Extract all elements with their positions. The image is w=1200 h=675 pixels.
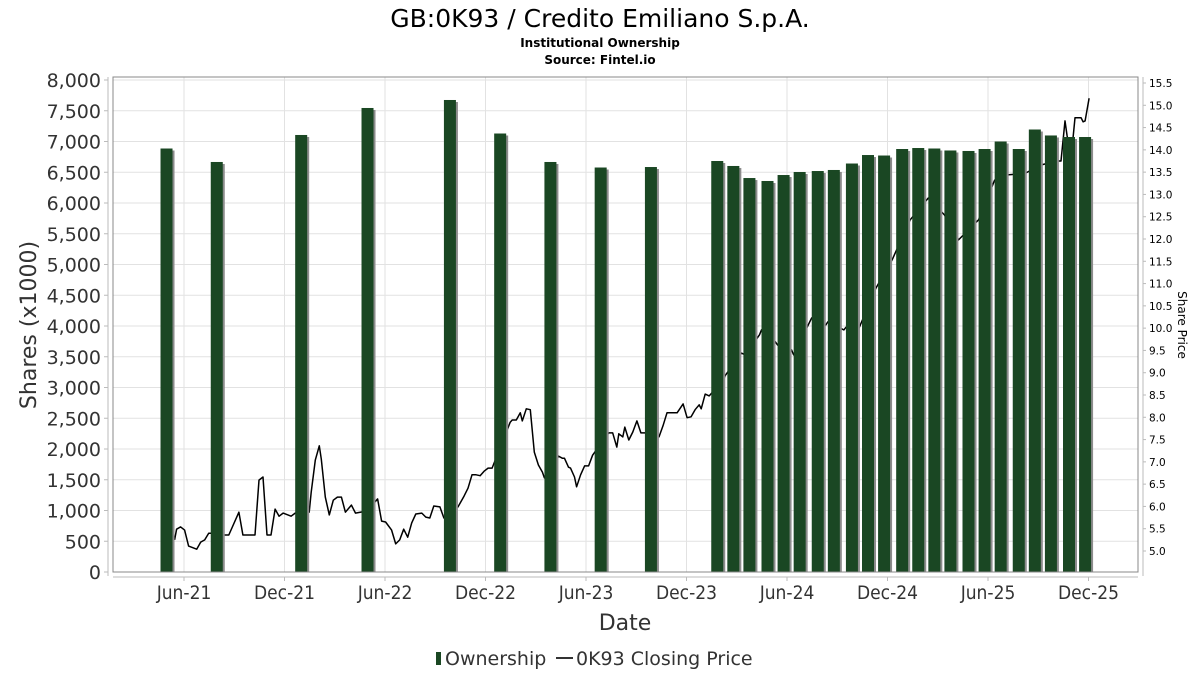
left-tick-label: 6,500 (47, 162, 101, 184)
ownership-bar (862, 155, 875, 572)
right-tick-label: 13.5 (1149, 167, 1172, 179)
chart-source: Source: Fintel.io (544, 53, 655, 67)
ownership-bar (711, 160, 724, 573)
right-tick-label: 9.5 (1149, 345, 1166, 357)
right-tick-label: 5.5 (1149, 524, 1166, 536)
left-tick-label: 500 (65, 531, 101, 553)
legend-price-label: 0K93 Closing Price (576, 648, 753, 670)
plot-area-frame (112, 76, 1139, 573)
chart-subtitle: Institutional Ownership (520, 36, 680, 50)
left-tick-label: 1,500 (47, 470, 101, 492)
x-tick-label: Jun-22 (357, 582, 413, 604)
left-tick-label: 5,500 (47, 224, 101, 246)
right-tick-label: 5.0 (1149, 546, 1166, 558)
ownership-bar (295, 134, 308, 572)
y2-axis-label: Share Price (1175, 291, 1189, 359)
right-tick-label: 12.5 (1149, 212, 1172, 224)
right-tick-label: 6.0 (1149, 501, 1166, 513)
ownership-bar (827, 169, 840, 573)
right-tick-label: 8.5 (1149, 390, 1166, 402)
ownership-bar (896, 149, 909, 573)
left-axis-ticks: 0 500 1,000 1,500 2,000 2,500 3,000 3,500 4,000 4… (47, 70, 108, 584)
left-tick-label: 6,000 (47, 193, 101, 215)
right-tick-label: 13.0 (1149, 189, 1172, 201)
y-axis-label: Shares (x1000) (17, 241, 42, 409)
x-tick-label: Jun-25 (960, 582, 1016, 604)
ownership-bars-front (160, 99, 1094, 573)
ownership-bar (361, 107, 374, 573)
legend: Ownership 0K93 Closing Price (436, 648, 753, 670)
ownership-bar (962, 150, 975, 572)
x-tick-label: Dec-25 (1058, 582, 1119, 604)
x-tick-label: Dec-22 (455, 582, 516, 604)
ownership-bar (743, 178, 756, 572)
ownership-bar (443, 99, 456, 573)
chart-title: GB:0K93 / Credito Emiliano S.p.A. (390, 4, 809, 33)
x-axis-label: Date (599, 611, 652, 636)
right-tick-label: 7.0 (1149, 457, 1166, 469)
right-tick-label: 10.0 (1149, 323, 1172, 335)
x-tick-label: Dec-21 (254, 582, 315, 604)
ownership-bar (845, 163, 858, 572)
left-tick-label: 4,500 (47, 285, 101, 307)
ownership-bar (928, 148, 941, 573)
left-tick-label: 3,000 (47, 378, 101, 400)
right-tick-label: 11.5 (1149, 256, 1172, 268)
left-tick-label: 5,000 (47, 255, 101, 277)
x-tick-label: Dec-23 (656, 582, 717, 604)
ownership-bar (494, 133, 507, 572)
left-tick-label: 1,000 (47, 501, 101, 523)
left-tick-label: 4,000 (47, 316, 101, 338)
x-tick-label: Dec-24 (857, 582, 918, 604)
right-tick-label: 8.0 (1149, 412, 1166, 424)
left-tick-label: 7,000 (47, 132, 101, 154)
ownership-bar (994, 141, 1007, 572)
right-tick-label: 10.5 (1149, 301, 1172, 313)
left-tick-label: 7,500 (47, 101, 101, 123)
x-tick-label: Jun-23 (558, 582, 614, 604)
ownership-bar (761, 180, 774, 572)
ownership-bar (912, 148, 925, 573)
ownership-bar (878, 155, 891, 572)
ownership-bar (1044, 135, 1057, 572)
ownership-bar (978, 149, 991, 573)
right-axis-ticks: 5.0 5.5 6.0 6.5 7.0 7.5 8.0 8.5 9.0 9.5 10.0 10.5 11… (1143, 78, 1172, 558)
right-tick-label: 9.0 (1149, 368, 1166, 380)
ownership-bar (1063, 137, 1076, 572)
x-tick-label: Jun-21 (156, 582, 212, 604)
right-tick-label: 15.5 (1149, 78, 1172, 90)
right-tick-label: 12.0 (1149, 234, 1172, 246)
ownership-bar (793, 172, 806, 572)
right-tick-label: 7.5 (1149, 435, 1166, 447)
ownership-bar (544, 161, 557, 573)
ownership-bar (210, 161, 223, 573)
ownership-bar (1012, 149, 1025, 573)
x-tick-label: Jun-24 (759, 582, 815, 604)
left-tick-label: 8,000 (47, 70, 101, 92)
left-tick-label: 0 (89, 562, 101, 584)
ownership-bar (944, 150, 957, 572)
legend-ownership-label: Ownership (445, 648, 546, 670)
left-tick-label: 2,000 (47, 439, 101, 461)
legend-ownership-swatch (436, 652, 441, 665)
right-tick-label: 14.5 (1149, 123, 1172, 135)
right-tick-label: 11.0 (1149, 279, 1172, 291)
right-tick-label: 6.5 (1149, 479, 1166, 491)
ownership-bar (594, 167, 607, 572)
ownership-bar (1079, 137, 1092, 572)
right-tick-label: 14.0 (1149, 145, 1172, 157)
left-tick-label: 2,500 (47, 408, 101, 430)
right-tick-label: 15.0 (1149, 100, 1172, 112)
ownership-bar (727, 165, 740, 573)
ownership-bar (644, 167, 657, 572)
ownership-bar (1028, 129, 1041, 572)
x-axis-ticks: Jun-21 Dec-21 Jun-22 Dec-22 Jun-23 Dec-23 Jun-… (156, 577, 1119, 604)
ownership-bar (777, 175, 790, 572)
left-tick-label: 3,500 (47, 347, 101, 369)
ownership-bar (160, 148, 173, 573)
ownership-bar (811, 171, 824, 572)
